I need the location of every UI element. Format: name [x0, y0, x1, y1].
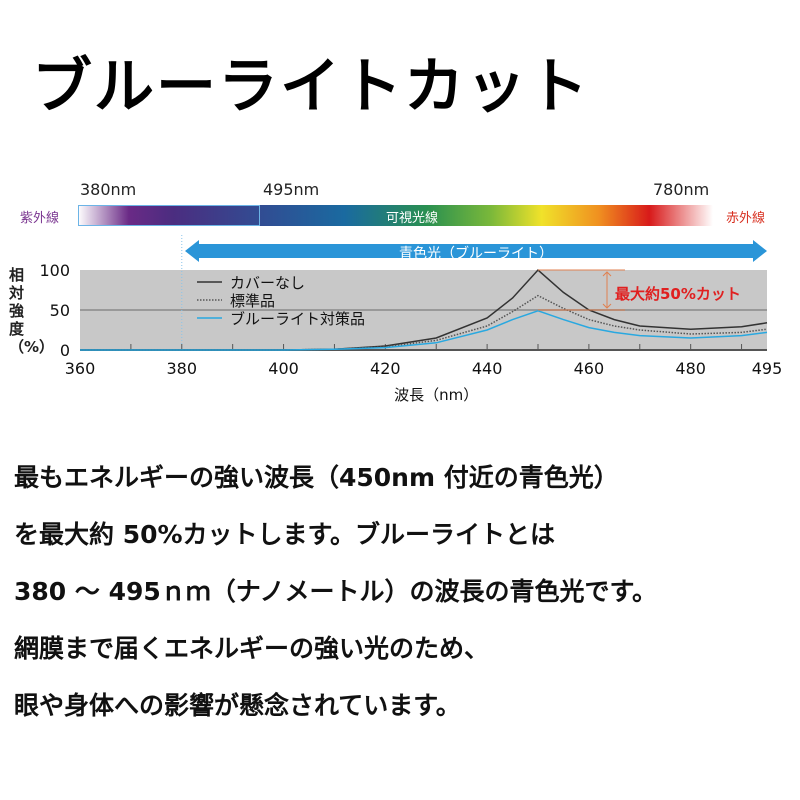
x-tick-label: 480	[675, 359, 706, 378]
uv-label: 紫外線	[20, 211, 60, 226]
ir-label: 赤外線	[726, 211, 766, 226]
description-line: 最もエネルギーの強い波長（450nm 付近の青色光）	[14, 463, 619, 492]
y-tick-label: 0	[60, 341, 70, 360]
page-title: ブルーライトカット	[32, 52, 590, 122]
blue-light-range-marker	[78, 205, 260, 226]
description-line: 眼や身体への影響が懸念されています。	[14, 691, 461, 720]
y-tick-label: 50	[50, 301, 70, 320]
x-tick-label: 460	[574, 359, 605, 378]
x-tick-label: 400	[268, 359, 299, 378]
legend-label: ブルーライト対策品	[230, 310, 365, 328]
x-tick-label: 380	[167, 359, 198, 378]
chart: 360 380 400 420 440 460 480 495 0 50 100 波長（nm） カバーな…	[39, 235, 783, 404]
description-line: 網膜まで届くエネルギーの強い光のため、	[14, 634, 490, 663]
x-tick-label: 360	[65, 359, 96, 378]
spectrum-label-495: 495nm	[263, 180, 320, 199]
annotation-label: 最大約50%カット	[615, 285, 741, 303]
description-line: 380 〜 495ｎｍ（ナノメートル）の波長の青色光です。	[14, 577, 658, 606]
blue-light-label: 青色光（ブルーライト）	[399, 246, 553, 262]
annotation-arrow	[602, 271, 612, 309]
legend-label: 標準品	[230, 292, 275, 310]
legend-label: カバーなし	[230, 274, 305, 292]
y-tick-label: 100	[39, 261, 70, 280]
description-line: を最大約 50%カットします。ブルーライトとは	[14, 520, 556, 549]
spectrum-label-780: 780nm	[653, 180, 710, 199]
series-line-2	[80, 310, 768, 351]
x-axis-label: 波長（nm）	[394, 386, 478, 404]
x-tick-label: 495	[752, 359, 783, 378]
x-tick-label: 440	[472, 359, 503, 378]
visible-label: 可視光線	[386, 211, 439, 226]
blue-light-arrow	[185, 240, 767, 262]
spectrum-label-380: 380nm	[80, 180, 137, 199]
spectrum-bar	[78, 205, 713, 226]
x-tick-label: 420	[370, 359, 401, 378]
